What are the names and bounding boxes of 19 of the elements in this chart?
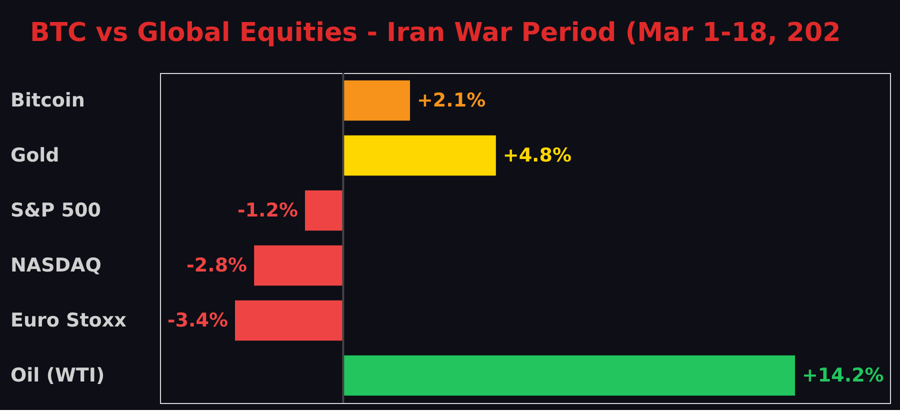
bar [343, 80, 410, 121]
y-tick-label: Bitcoin [10, 90, 85, 112]
bar [235, 300, 344, 341]
data-label: +2.1% [417, 90, 486, 112]
data-label: +4.8% [502, 144, 572, 166]
chart-title: BTC vs Global Equities - Iran War Period (Mar 1-18, 202 [30, 18, 841, 48]
y-tick-label: Euro Stoxx [10, 310, 126, 332]
bar [343, 135, 496, 176]
y-tick-label: NASDAQ [10, 254, 102, 276]
bar [343, 355, 795, 396]
bar [305, 190, 344, 231]
data-label: +14.2% [802, 364, 884, 386]
data-label: -1.2% [237, 200, 298, 222]
y-tick-label: S&P 500 [10, 200, 101, 222]
data-label: -3.4% [167, 310, 228, 332]
y-tick-label: Oil (WTI) [10, 364, 105, 386]
bar [254, 245, 344, 286]
data-label: -2.8% [186, 254, 248, 276]
y-tick-label: Gold [10, 144, 60, 166]
